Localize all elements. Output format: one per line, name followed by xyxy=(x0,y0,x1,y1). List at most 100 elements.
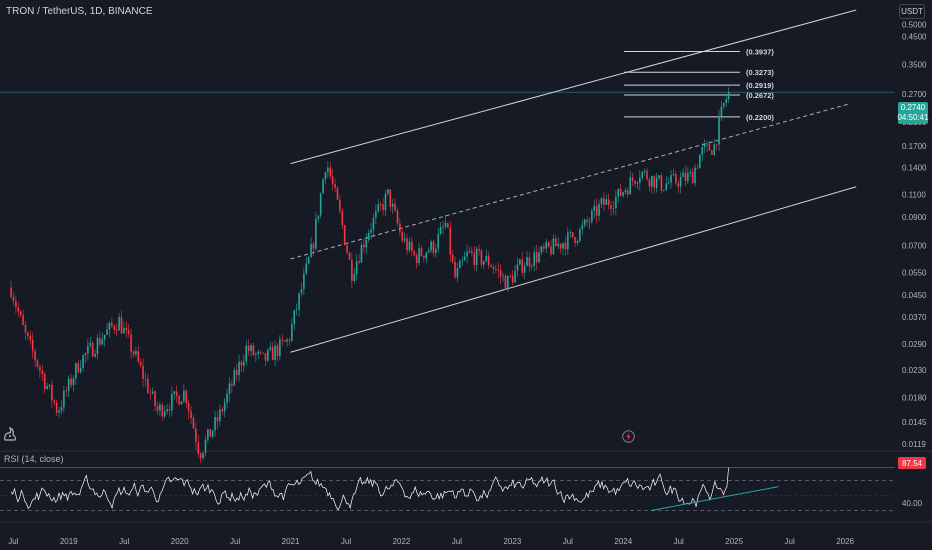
candle-body xyxy=(82,355,84,368)
candle-body xyxy=(87,345,89,354)
candle-body xyxy=(471,251,473,253)
candle-body xyxy=(303,273,305,290)
candle-body xyxy=(199,453,202,459)
candle-body xyxy=(15,301,17,308)
candle-body xyxy=(27,332,29,336)
flash-icon[interactable] xyxy=(622,430,635,443)
candle-body xyxy=(67,378,70,392)
candle-body xyxy=(415,255,418,264)
candle-body xyxy=(622,192,624,196)
candle-body xyxy=(387,189,389,194)
symbol-title: TRON / TetherUS, 1D, BINANCE xyxy=(6,6,153,17)
time-tick-label-6: Jul xyxy=(341,537,351,546)
candle-body xyxy=(607,199,610,206)
candle-body xyxy=(562,243,564,249)
price-tick-label-10: 0.0550 xyxy=(902,268,927,277)
candle-body xyxy=(190,411,192,419)
candle-body xyxy=(58,410,60,413)
candle-body xyxy=(269,347,272,350)
candle-body xyxy=(39,366,41,371)
candle-body xyxy=(540,246,543,253)
candle-body xyxy=(63,390,65,408)
candle-body xyxy=(365,239,368,248)
candle-body xyxy=(696,167,699,169)
candle-body xyxy=(552,238,555,255)
candle-body xyxy=(720,106,723,117)
candle-body xyxy=(226,393,228,403)
candle-body xyxy=(579,229,581,242)
candle-body xyxy=(149,392,152,394)
candle-body xyxy=(725,99,728,103)
rsi-trendline xyxy=(650,486,779,512)
candle-body xyxy=(247,345,250,352)
candle-body xyxy=(423,255,425,259)
channel-upper-line xyxy=(290,9,857,165)
candle-body xyxy=(535,252,538,263)
candle-body xyxy=(312,244,315,249)
candle-body xyxy=(401,231,404,241)
tradingview-logo-icon[interactable] xyxy=(2,425,18,443)
price-tick-label-13: 0.0290 xyxy=(902,340,927,349)
candle-body xyxy=(727,92,730,100)
time-tick-label-5: 2021 xyxy=(282,537,300,546)
channel-lower-line xyxy=(290,186,857,353)
candle-body xyxy=(48,384,51,387)
candle-body xyxy=(634,180,636,184)
candle-body xyxy=(346,245,348,253)
candle-body xyxy=(355,261,358,275)
time-tick-label-4: Jul xyxy=(230,537,240,546)
candle-body xyxy=(617,188,620,197)
candle-body xyxy=(341,210,344,226)
candle-body xyxy=(339,199,341,211)
candle-body xyxy=(315,218,317,249)
candle-body xyxy=(120,317,123,334)
candle-body xyxy=(550,246,552,255)
candle-body xyxy=(348,252,351,260)
candle-body xyxy=(382,204,384,210)
candle-body xyxy=(317,215,320,219)
candle-body xyxy=(559,243,562,249)
candle-body xyxy=(706,143,708,145)
candle-body xyxy=(723,102,725,107)
candle-body xyxy=(257,351,260,354)
candle-body xyxy=(298,293,300,310)
candle-body xyxy=(437,233,440,249)
price-tick-label-8: 0.0900 xyxy=(902,213,927,222)
candle-body xyxy=(286,339,288,342)
candle-body xyxy=(600,198,603,205)
candle-body xyxy=(435,248,437,254)
candle-body xyxy=(185,390,188,403)
candle-body xyxy=(60,407,63,411)
candle-body xyxy=(413,251,416,256)
candle-body xyxy=(113,325,116,330)
candle-body xyxy=(713,144,716,155)
candle-body xyxy=(99,338,101,345)
candle-body xyxy=(65,390,68,392)
candle-body xyxy=(132,351,135,355)
candle-body xyxy=(504,275,507,290)
candles-group xyxy=(10,87,730,463)
candle-body xyxy=(389,189,392,207)
candle-body xyxy=(459,261,461,269)
currency-button[interactable]: USDT xyxy=(899,4,925,19)
candle-body xyxy=(639,177,641,183)
candle-body xyxy=(454,262,456,278)
candle-body xyxy=(411,241,413,252)
candle-body xyxy=(358,261,360,263)
candle-body xyxy=(461,260,464,262)
candle-body xyxy=(521,259,524,273)
candle-body xyxy=(245,345,248,362)
candle-body xyxy=(591,210,593,222)
candle-body xyxy=(231,383,233,386)
candle-body xyxy=(216,417,219,422)
candle-body xyxy=(123,328,125,334)
candle-body xyxy=(106,329,108,335)
candle-body xyxy=(84,353,87,356)
candle-body xyxy=(485,256,488,262)
candle-body xyxy=(711,150,713,155)
price-tick-label-1: 0.4500 xyxy=(902,33,927,42)
candle-body xyxy=(519,259,521,265)
candle-body xyxy=(675,174,677,184)
candle-body xyxy=(31,339,34,352)
